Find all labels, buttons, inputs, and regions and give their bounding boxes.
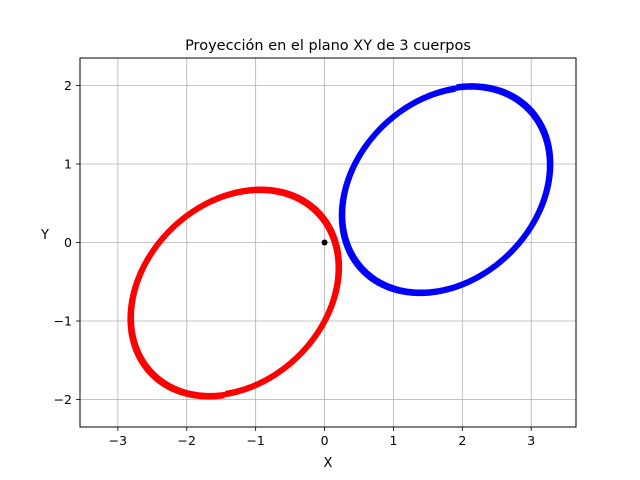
x-tick-label: 2 xyxy=(458,433,466,448)
y-ticks: −2 −1 0 1 2 xyxy=(54,78,80,407)
series-group xyxy=(127,83,554,400)
y-tick-label: −2 xyxy=(54,392,72,407)
x-tick-label: 1 xyxy=(389,433,397,448)
y-tick-label: −1 xyxy=(54,314,72,329)
chart-title: Proyección en el plano XY de 3 cuerpos xyxy=(185,38,471,54)
x-tick-label: 3 xyxy=(527,433,535,448)
y-tick-label: 1 xyxy=(64,156,72,171)
y-axis-label: Y xyxy=(40,228,49,243)
x-tick-label: −3 xyxy=(109,433,127,448)
x-tick-label: 0 xyxy=(321,433,329,448)
series-line-0 xyxy=(127,186,343,400)
y-tick-label: 0 xyxy=(64,235,72,250)
x-tick-label: −1 xyxy=(246,433,264,448)
series-point-2 xyxy=(321,239,328,246)
x-axis-label: X xyxy=(324,456,333,471)
x-tick-label: −2 xyxy=(178,433,196,448)
y-tick-label: 2 xyxy=(64,78,72,93)
x-ticks: −3 −2 −1 0 1 2 3 xyxy=(109,427,535,448)
series-line-1 xyxy=(338,83,554,297)
